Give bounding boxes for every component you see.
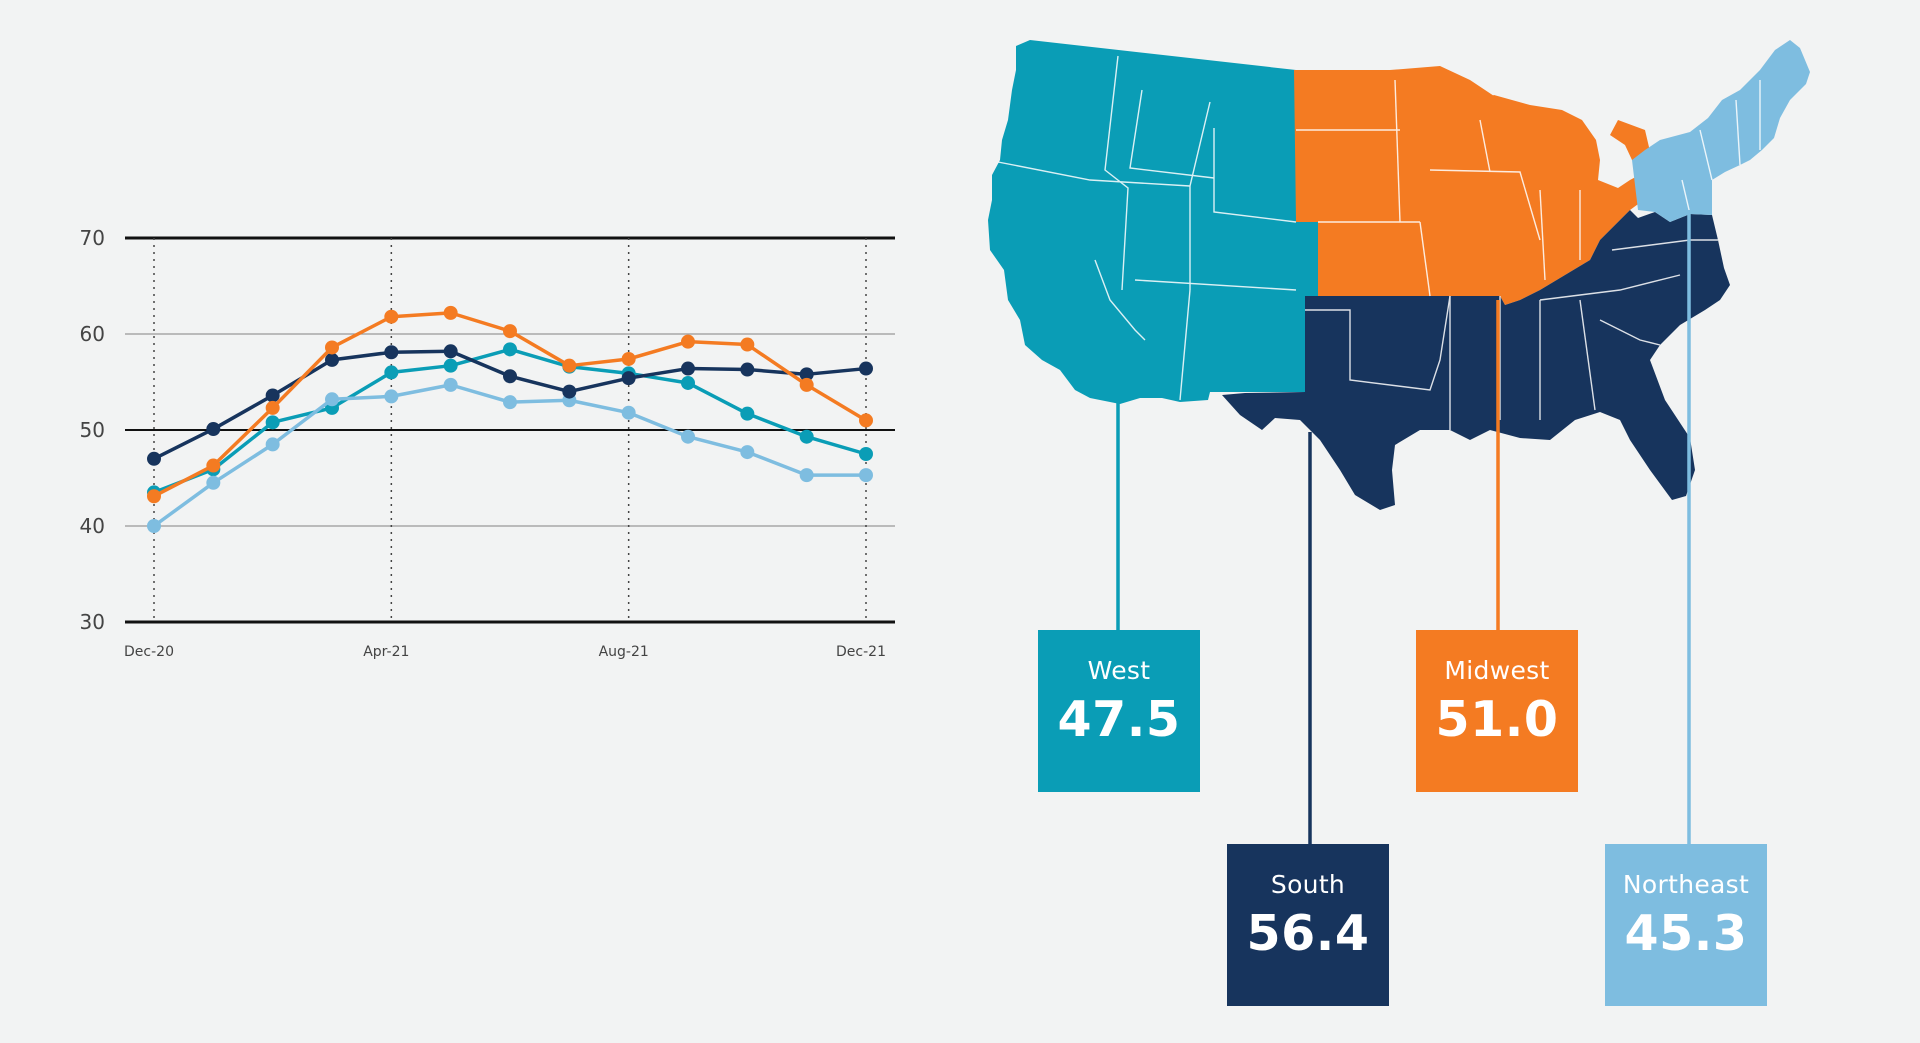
series-1 xyxy=(147,377,873,533)
data-point xyxy=(443,344,458,359)
chart-series xyxy=(147,305,873,533)
data-point xyxy=(740,362,755,377)
leader-lines xyxy=(1116,210,1691,846)
state-borders xyxy=(997,55,1761,430)
data-point xyxy=(799,367,814,382)
x-tick-label: Dec-21 xyxy=(836,644,886,660)
y-tick-label: 60 xyxy=(80,322,105,346)
data-point xyxy=(562,384,577,399)
data-point xyxy=(325,392,339,407)
x-tick-label: Aug-21 xyxy=(599,644,649,660)
x-tick-label: Dec-20 xyxy=(124,644,174,660)
data-point xyxy=(740,445,755,460)
y-tick-label: 50 xyxy=(80,418,105,442)
region-box-west: West 47.5 xyxy=(1038,630,1200,792)
data-point xyxy=(859,413,873,428)
data-point xyxy=(503,395,517,410)
region-name-south: South xyxy=(1270,870,1346,899)
map-region-west xyxy=(988,40,1318,404)
data-point xyxy=(799,468,814,483)
region-box-northeast: Northeast 45.3 xyxy=(1605,844,1767,1006)
data-point xyxy=(681,361,695,376)
data-point xyxy=(740,337,755,352)
data-point xyxy=(799,429,814,444)
data-point xyxy=(147,451,161,466)
region-value-west: 47.5 xyxy=(1057,691,1181,748)
x-axis: Dec-20 Apr-21 Aug-21 Dec-21 xyxy=(124,644,886,660)
data-point xyxy=(443,377,458,392)
y-axis: 30 40 50 60 70 xyxy=(80,226,105,634)
y-tick-label: 30 xyxy=(80,610,105,634)
region-box-south: South 56.4 xyxy=(1227,844,1389,1006)
region-name-northeast: Northeast xyxy=(1622,870,1750,899)
data-point xyxy=(384,309,399,324)
data-point xyxy=(265,415,280,430)
data-point xyxy=(740,406,755,421)
region-name-midwest: Midwest xyxy=(1444,656,1550,685)
data-point xyxy=(681,334,695,349)
data-point xyxy=(621,351,636,366)
chart-grid xyxy=(125,236,895,624)
map-region-south xyxy=(1222,210,1730,510)
data-point xyxy=(147,489,161,504)
series-3 xyxy=(147,305,873,504)
region-value-midwest: 51.0 xyxy=(1435,691,1559,748)
data-point xyxy=(503,369,517,384)
data-point xyxy=(147,519,161,533)
data-point xyxy=(325,352,339,367)
data-point xyxy=(265,400,280,415)
data-point xyxy=(621,371,636,386)
region-value-south: 56.4 xyxy=(1246,905,1370,962)
data-point xyxy=(681,375,695,390)
data-point xyxy=(799,377,814,392)
data-point xyxy=(859,361,873,376)
data-point xyxy=(503,324,517,339)
data-point xyxy=(265,437,280,452)
data-point xyxy=(265,388,280,403)
data-point xyxy=(443,358,458,373)
y-tick-label: 70 xyxy=(80,226,105,250)
series-2 xyxy=(147,344,873,466)
data-point xyxy=(681,429,695,444)
data-point xyxy=(443,305,458,320)
data-point xyxy=(859,447,873,461)
data-point xyxy=(206,458,221,473)
region-box-midwest: Midwest 51.0 xyxy=(1416,630,1578,792)
data-point xyxy=(621,405,636,420)
region-value-northeast: 45.3 xyxy=(1624,905,1748,962)
data-point xyxy=(325,340,339,355)
data-point xyxy=(562,358,577,373)
data-point xyxy=(384,365,399,380)
data-point xyxy=(206,475,221,490)
region-name-west: West xyxy=(1087,656,1151,685)
data-point xyxy=(859,468,873,483)
x-tick-label: Apr-21 xyxy=(363,644,409,660)
map-region-midwest xyxy=(1294,66,1660,305)
data-point xyxy=(384,389,399,404)
data-point xyxy=(384,345,399,360)
line-chart: 30 40 50 60 70 Dec-20 Apr-21 Aug-21 Dec-21 xyxy=(80,226,895,660)
y-tick-label: 40 xyxy=(80,514,105,538)
map-region-northeast xyxy=(1632,40,1810,222)
data-point xyxy=(503,342,517,357)
data-point xyxy=(206,422,221,437)
